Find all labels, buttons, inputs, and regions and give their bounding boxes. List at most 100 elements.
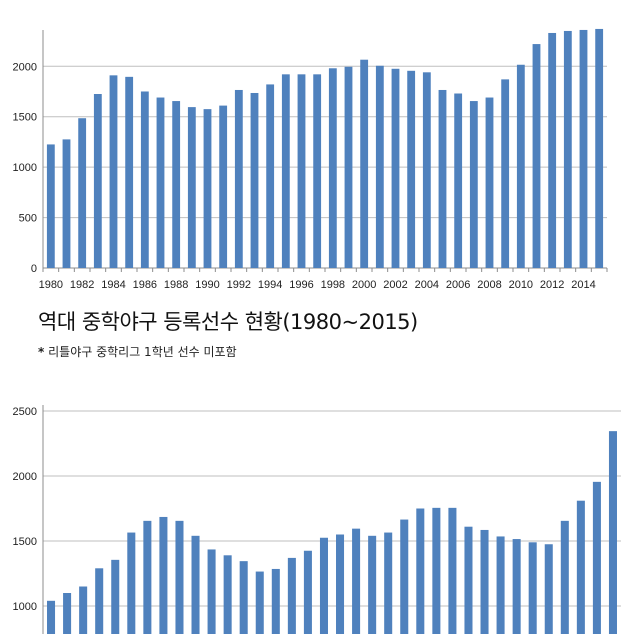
bar-1991 (223, 555, 232, 634)
bar-1999 (352, 528, 361, 634)
bar-1988 (172, 101, 181, 268)
x-tick-label: 1990 (195, 279, 219, 291)
x-tick-label: 2010 (509, 279, 533, 291)
bar-2010 (528, 542, 537, 634)
bar-1986 (140, 91, 149, 268)
bar-2001 (375, 65, 384, 268)
x-tick-label: 1988 (164, 279, 188, 291)
bar-1989 (187, 107, 196, 268)
bar-2007 (469, 101, 478, 268)
chart-title: 역대 중학야구 등록선수 현황(1980~2015) (38, 310, 418, 334)
x-tick-label: 2002 (383, 279, 407, 291)
bar-2002 (400, 519, 409, 634)
y-tick-label: 1500 (13, 536, 37, 548)
bar-1988 (175, 520, 184, 634)
bar-2004 (432, 507, 441, 634)
note-marker: * (38, 345, 45, 359)
bar-1991 (219, 105, 228, 268)
bar-1985 (125, 76, 134, 268)
y-tick-label: 0 (31, 263, 37, 275)
bar-2005 (448, 507, 457, 634)
bar-2008 (496, 536, 505, 634)
x-tick-label: 2012 (540, 279, 564, 291)
bar-2010 (516, 64, 525, 268)
bar-1992 (234, 89, 243, 268)
bar-2012 (548, 32, 557, 268)
bar-2011 (532, 44, 541, 268)
bar-1996 (297, 74, 306, 268)
bar-1989 (191, 535, 200, 634)
chart-note: * 리틀야구 중학리그 1학년 선수 미포함 (38, 343, 237, 360)
bar-2005 (438, 89, 447, 268)
bar-1997 (319, 537, 328, 634)
x-tick-label: 1986 (133, 279, 157, 291)
x-tick-label: 1996 (289, 279, 313, 291)
bar-1984 (111, 559, 120, 634)
x-tick-label: 1994 (258, 279, 282, 291)
bar-2009 (501, 79, 510, 269)
bar-2006 (464, 526, 473, 634)
bar-1984 (109, 75, 118, 268)
x-tick-label: 2004 (415, 279, 439, 291)
y-tick-label: 1000 (13, 162, 37, 174)
bar-1985 (127, 532, 136, 634)
bar-2014 (592, 481, 601, 634)
y-tick-label: 2000 (13, 61, 37, 73)
x-tick-label: 1998 (321, 279, 345, 291)
bar-2015 (608, 431, 617, 634)
x-tick-label: 1980 (39, 279, 63, 291)
bar-1994 (271, 568, 280, 634)
bar-1999 (344, 66, 353, 269)
bar-1993 (255, 571, 264, 634)
bar-1983 (95, 568, 104, 634)
y-tick-label: 500 (19, 213, 37, 225)
bar-2004 (422, 72, 431, 268)
bar-2013 (563, 30, 572, 269)
bar-2012 (560, 520, 569, 634)
bar-2002 (391, 68, 400, 268)
bar-1987 (159, 516, 168, 634)
bar-2001 (384, 532, 393, 634)
bar-2000 (360, 59, 369, 269)
x-tick-label: 1984 (101, 279, 125, 291)
bar-2006 (454, 93, 463, 268)
bar-2014 (579, 29, 588, 269)
bar-1986 (143, 520, 152, 634)
bar-1980 (47, 600, 56, 634)
bar-1987 (156, 97, 165, 268)
y-tick-label: 1000 (13, 601, 37, 613)
bar-2009 (512, 539, 521, 634)
bar-1994 (266, 84, 275, 268)
x-tick-label: 2008 (477, 279, 501, 291)
bar-1992 (239, 561, 248, 634)
bar-1995 (287, 557, 296, 634)
bar-2013 (576, 500, 585, 634)
bar-2011 (544, 544, 553, 634)
x-tick-label: 2000 (352, 279, 376, 291)
bar-1993 (250, 92, 259, 269)
y-tick-label: 2500 (13, 406, 37, 418)
bar-2003 (407, 70, 416, 268)
bar-1990 (203, 109, 212, 268)
bar-1996 (303, 550, 312, 634)
x-tick-label: 1982 (70, 279, 94, 291)
bar-1982 (79, 586, 88, 634)
bar-1981 (62, 139, 71, 268)
x-tick-label: 2006 (446, 279, 470, 291)
bar-2015 (595, 28, 604, 268)
x-tick-label: 2014 (571, 279, 595, 291)
y-tick-label: 2000 (13, 471, 37, 483)
bar-1981 (63, 593, 72, 634)
bar-1982 (78, 118, 87, 269)
bar-2000 (368, 535, 377, 634)
bar-1983 (93, 94, 102, 268)
bar-2008 (485, 97, 494, 268)
bar-1995 (281, 74, 290, 268)
bar-1980 (46, 144, 55, 268)
bar-2003 (416, 508, 425, 634)
chart-top: 0 500 1000 1500 2000 1980 1982 1984 1986 1988 1990… (13, 28, 608, 291)
bar-1998 (328, 68, 337, 268)
bar-1990 (207, 549, 216, 634)
